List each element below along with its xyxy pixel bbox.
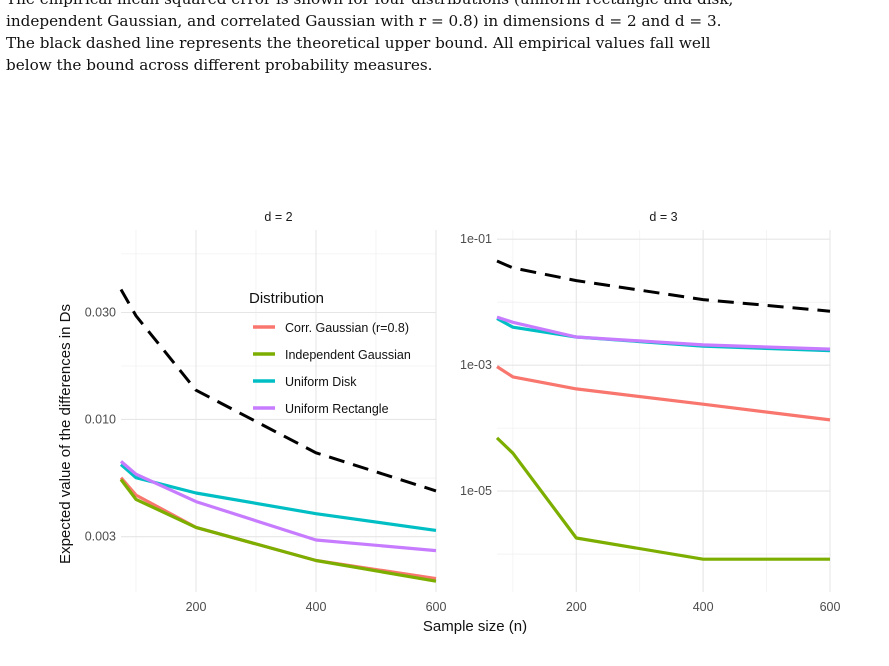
x-axis-label: Sample size (n): [423, 618, 527, 635]
legend-label: Corr. Gaussian (r=0.8): [285, 321, 409, 335]
x-tick-label: 400: [693, 600, 714, 614]
series-line: [119, 460, 437, 553]
panel-d2: 200 400 600 0.003 0.010 0.030 d = 2: [85, 210, 447, 614]
x-tick-label: 400: [306, 600, 327, 614]
y-tick-label: 0.030: [85, 305, 116, 319]
caption-line-4: below the bound across different probabi…: [6, 56, 433, 74]
x-tick-label: 600: [426, 600, 447, 614]
legend: Distribution Corr. Gaussian (r=0.8) Indepe…: [249, 290, 411, 416]
series-line: [496, 315, 831, 351]
legend-label: Uniform Disk: [285, 375, 357, 389]
y-tick-label: 1e-03: [460, 358, 492, 372]
panel-title: d = 3: [649, 210, 677, 224]
panel-d3: 200 400 600 1e-05 1e-03 1e-01 d = 3: [460, 210, 840, 614]
caption-line-1: The empirical mean squared error is show…: [6, 0, 886, 10]
y-axis-label: Expected value of the differences in Ds: [57, 304, 74, 564]
y-tick-label: 0.003: [85, 530, 116, 544]
series-line: [119, 463, 437, 532]
y-tick-label: 1e-01: [460, 232, 492, 246]
caption-line-2: independent Gaussian, and correlated Gau…: [6, 12, 722, 30]
x-tick-label: 200: [186, 600, 207, 614]
figure-caption: The empirical mean squared error is show…: [6, 0, 886, 76]
legend-label: Independent Gaussian: [285, 348, 411, 362]
series-line: [119, 478, 437, 583]
bound-line: [496, 259, 831, 313]
series-line: [496, 317, 831, 353]
caption-line-3: The black dashed line represents the the…: [6, 34, 711, 52]
bound-line: [119, 288, 437, 493]
y-tick-label: 1e-05: [460, 484, 492, 498]
y-tick-label: 0.010: [85, 412, 116, 426]
series-line: [496, 365, 831, 422]
panel-title: d = 2: [264, 210, 292, 224]
legend-label: Uniform Rectangle: [285, 402, 389, 416]
legend-title: Distribution: [249, 290, 324, 307]
x-tick-label: 600: [820, 600, 841, 614]
series-line: [495, 436, 830, 561]
x-tick-label: 200: [566, 600, 587, 614]
